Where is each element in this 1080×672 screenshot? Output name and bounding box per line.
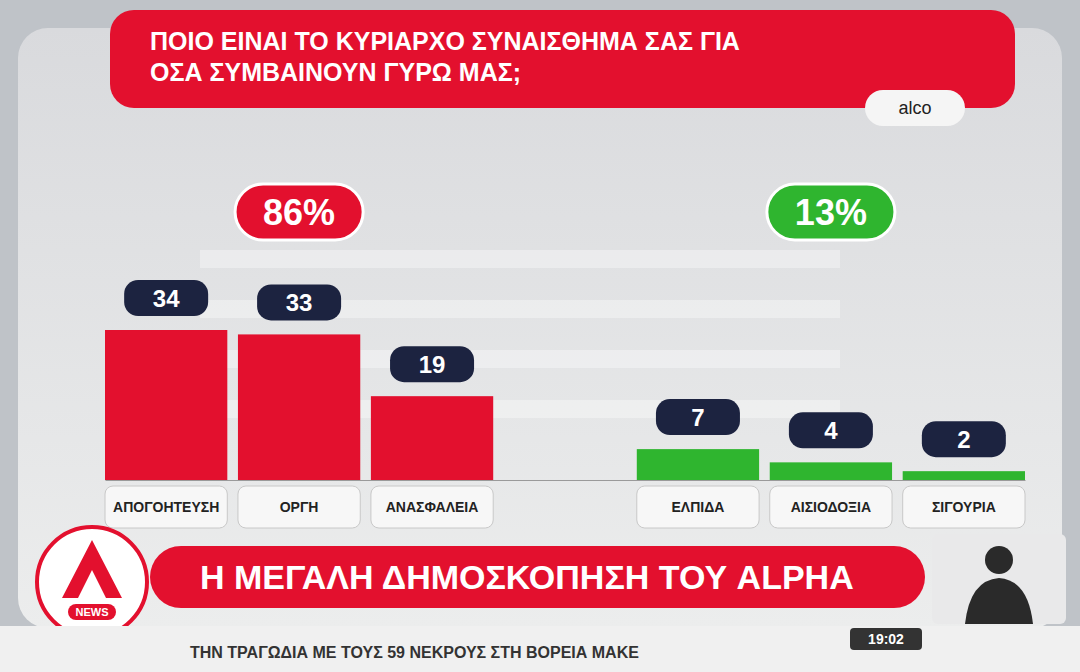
clock: 19:02: [868, 631, 904, 647]
group-badge: 86%: [235, 184, 363, 240]
label-box: [124, 280, 208, 316]
ticker: ΤΗΝ ΤΡΑΓΩΔΙΑ ΜΕ ΤΟΥΣ 59 ΝΕΚΡΟΥΣ ΣΤΗ ΒΟΡΕ…: [190, 644, 639, 661]
label-box: [922, 421, 1006, 457]
tick: ΟΡΓΗ: [280, 480, 319, 515]
logo-mark: [62, 540, 122, 598]
clock-box: [850, 628, 922, 650]
category-box: [371, 486, 493, 528]
banner: Η ΜΕΓΑΛΗ ΔΗΜΟΣΚΟΠΗΣΗ ΤΟΥ ALPHA: [200, 558, 854, 596]
ticker-box: [0, 626, 1080, 672]
axis-line: [106, 480, 1026, 481]
interpreter-box: [932, 534, 1066, 624]
bar: [903, 471, 1025, 480]
category-box: [238, 486, 360, 528]
data-label: 2: [957, 426, 970, 453]
bar: [371, 396, 493, 480]
badge-box: [767, 184, 895, 240]
category-box: [770, 486, 892, 528]
category-box: [903, 486, 1025, 528]
label-box: [789, 412, 873, 448]
bar: [770, 462, 892, 480]
bars: [105, 330, 1025, 480]
category-box: [637, 486, 759, 528]
tick-label: ΑΝΑΣΦΑΛΕΙΑ: [386, 499, 479, 515]
logo-text: NEWS: [76, 606, 109, 618]
chart: ΠΟΙΟ ΕΙΝΑΙ ΤΟ ΚΥΡΙΑΡΧΟ ΣΥΝΑΙΣΘΗΜΑ ΣΑΣ ΓΙ…: [0, 0, 1080, 672]
annotation: 13%: [795, 192, 867, 233]
annotation: 86%: [263, 192, 335, 233]
tick-label: ΕΛΠΙΔΑ: [672, 499, 725, 515]
tick: ΑΝΑΣΦΑΛΕΙΑ: [386, 480, 479, 515]
tick-label: ΑΙΣΙΟΔΟΞΙΑ: [791, 499, 871, 515]
tick-label: ΟΡΓΗ: [280, 499, 319, 515]
data-label: 4: [824, 417, 838, 444]
source-box: [865, 90, 965, 126]
label-box: [257, 284, 341, 320]
bar: [637, 449, 759, 480]
data-label: 19: [419, 351, 446, 378]
banner-box: [150, 546, 925, 608]
data-label: 33: [286, 289, 313, 316]
tick: ΕΛΠΙΔΑ: [672, 480, 725, 515]
title: ΠΟΙΟ ΕΙΝΑΙ ΤΟ ΚΥΡΙΑΡΧΟ ΣΥΝΑΙΣΘΗΜΑ ΣΑΣ ΓΙ…: [150, 27, 740, 86]
badge-box: [235, 184, 363, 240]
logo-tag: [68, 604, 116, 620]
x-axis: ΑΠΟΓΟΗΤΕΥΣΗ ΟΡΓΗ ΑΝΑΣΦΑΛΕΙΑ ΕΛΠΙΔΑ ΑΙΣΙΟΔΟΞΙ…: [106, 480, 1026, 515]
decoration: [200, 250, 840, 268]
logo: [37, 527, 147, 637]
data-label: 7: [691, 404, 704, 431]
data-label: 34: [153, 285, 180, 312]
tick-label: ΣΙΓΟΥΡΙΑ: [932, 499, 996, 515]
label-box: [390, 346, 474, 382]
tick: ΑΠΟΓΟΗΤΕΥΣΗ: [113, 480, 219, 515]
bar: [238, 334, 360, 480]
data-labels: 34 33 19 7 4 2: [124, 280, 1006, 457]
bar: [105, 330, 227, 480]
panel: [18, 28, 1062, 628]
category-box: [105, 486, 227, 528]
tick: ΑΙΣΙΟΔΟΞΙΑ: [791, 480, 871, 515]
tick: ΣΙΓΟΥΡΙΑ: [932, 480, 996, 515]
interpreter: [985, 546, 1013, 574]
label-box: [656, 399, 740, 435]
interpreter-body: [965, 578, 1033, 624]
backdrop: [0, 0, 1080, 672]
group-badge: 13%: [767, 184, 895, 240]
source: alco: [898, 98, 931, 118]
tick-label: ΑΠΟΓΟΗΤΕΥΣΗ: [113, 499, 219, 515]
